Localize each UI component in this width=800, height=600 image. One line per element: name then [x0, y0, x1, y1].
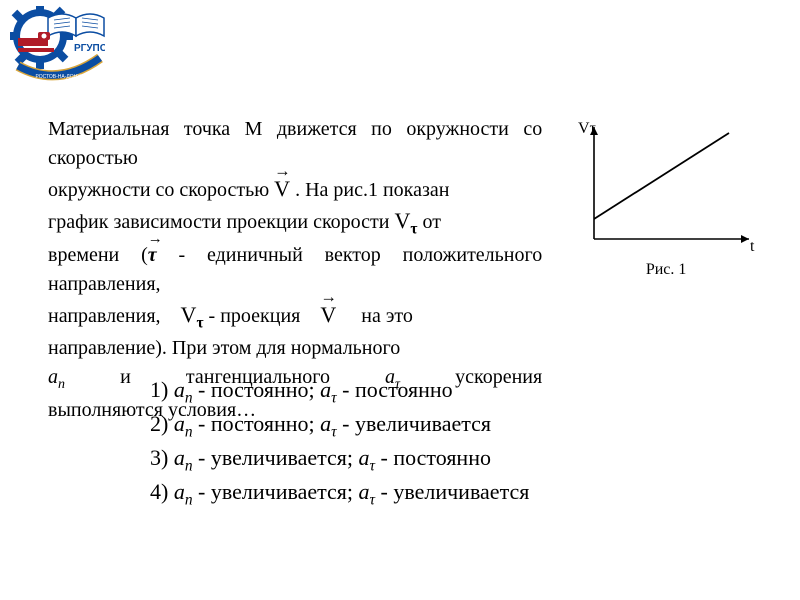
logo-text-bottom: РОСТОВ-НА-ДОНУ: [36, 74, 82, 80]
opt-num: 3): [150, 445, 174, 470]
figure-caption: Рис. 1: [572, 261, 760, 279]
logo-text-top: РГУПС: [74, 43, 105, 54]
x-axis-label: t: [750, 238, 755, 254]
figure-1: Vτ t Рис. 1: [572, 119, 760, 279]
option-2: 2) an - постоянно; aτ - увеличивается: [150, 409, 529, 443]
an-symbol: an: [48, 366, 65, 388]
vt-graph: Vτ t: [574, 119, 759, 254]
text: . На рис.1 показан: [295, 179, 449, 201]
option-4: 4) an - увеличивается; aτ - увеличиваетс…: [150, 477, 529, 511]
text: график зависимости проекции скорости: [48, 211, 389, 233]
t: - постоянно: [375, 445, 491, 470]
option-3: 3) an - увеличивается; aτ - постоянно: [150, 443, 529, 477]
vector-v: →V: [274, 173, 290, 205]
opt-num: 1): [150, 377, 174, 402]
t: - увеличивается;: [193, 479, 359, 504]
text: окружности со скоростью: [48, 179, 274, 201]
option-1: 1) an - постоянно; aτ - постоянно: [150, 375, 529, 409]
sym-vtau: Vτ: [394, 208, 417, 233]
university-logo: РГУПС РОСТОВ-НА-ДОНУ: [10, 6, 105, 96]
opt-num: 2): [150, 411, 174, 436]
t: увеличивается: [355, 411, 491, 436]
answer-options: 1) an - постоянно; aτ - постоянно 2) an …: [150, 375, 529, 511]
text: Материальная точка М движется по окружно…: [48, 118, 542, 169]
logo-svg: РГУПС РОСТОВ-НА-ДОНУ: [10, 6, 105, 91]
opt-num: 4): [150, 479, 174, 504]
text: времени (: [48, 244, 148, 266]
vector-v2: →V: [320, 299, 336, 331]
t: -: [337, 411, 355, 436]
text: направление). При этом для нормального: [48, 337, 400, 359]
text: направления,: [48, 305, 176, 327]
t: - постоянно;: [193, 411, 321, 436]
t: - увеличивается: [375, 479, 529, 504]
t: - постоянно: [337, 377, 453, 402]
t: - увеличивается;: [193, 445, 359, 470]
vector-tau: →τ: [148, 241, 157, 270]
physics-slide: РГУПС РОСТОВ-НА-ДОНУ Материальная точка …: [0, 0, 800, 600]
t: - постоянно;: [193, 377, 321, 402]
y-axis-label: Vτ: [578, 120, 597, 137]
text: на это: [361, 305, 413, 327]
sym-vtau2: Vτ: [181, 302, 204, 327]
text: - проекция: [209, 305, 306, 327]
text: от: [422, 211, 440, 233]
